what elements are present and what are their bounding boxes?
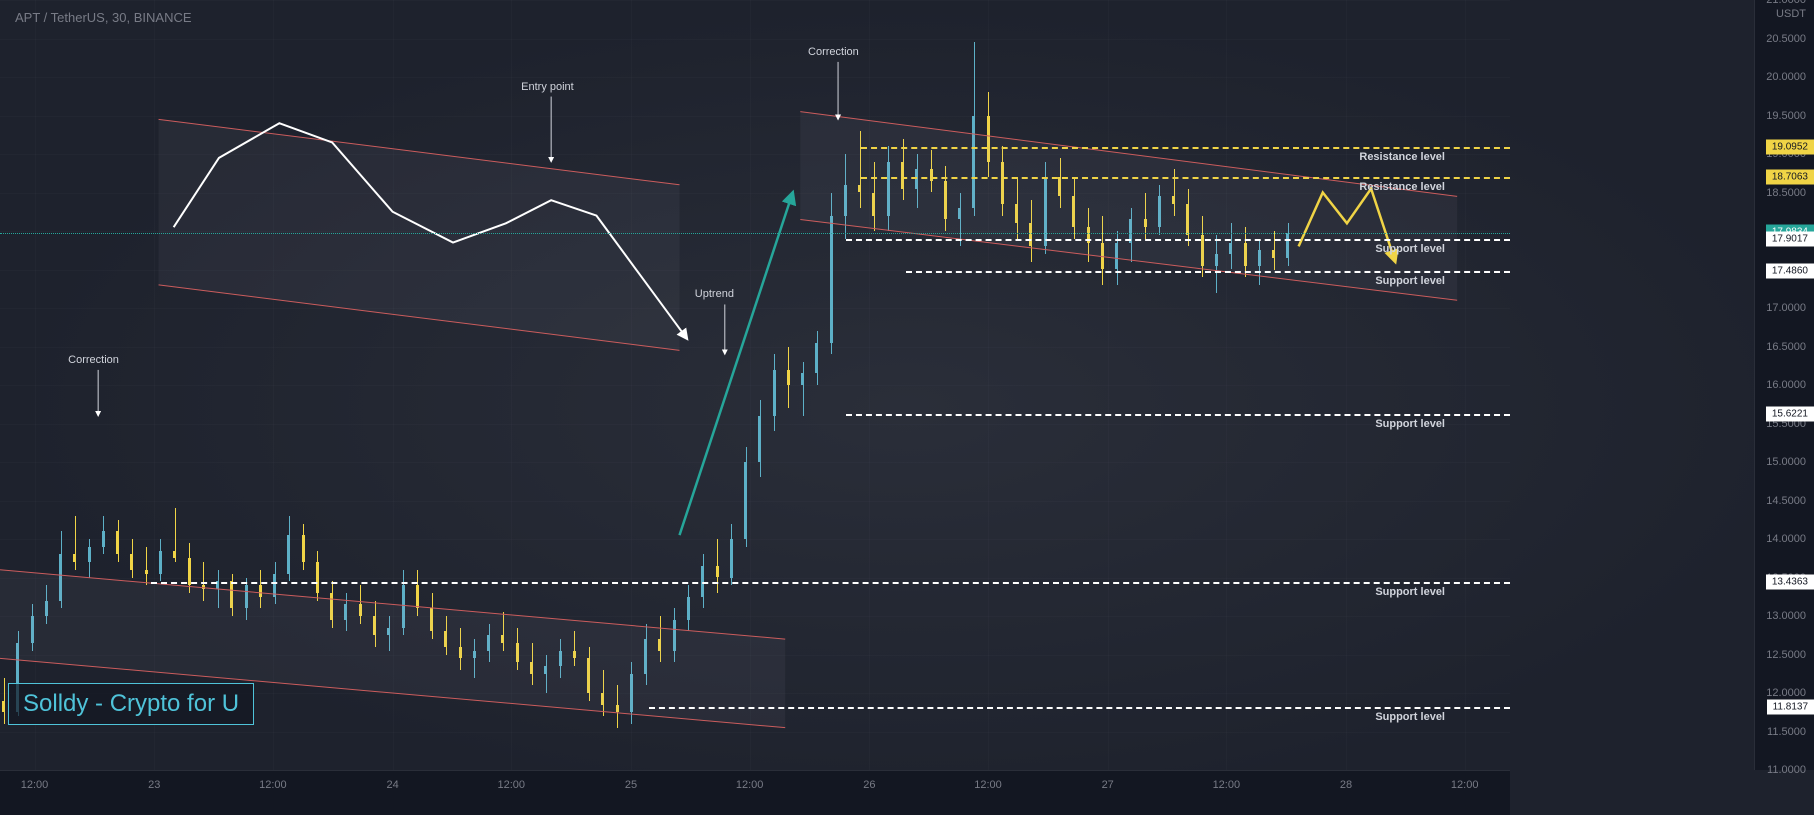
chart-area[interactable]: APT / TetherUS, 30, BINANCE Resistance l… — [0, 0, 1510, 770]
symbol-label: APT / TetherUS, 30, BINANCE — [15, 10, 192, 25]
watermark: Solldy - Crypto for U — [8, 683, 254, 725]
y-axis: USDT 11.000011.500012.000012.500013.0000… — [1754, 0, 1814, 770]
y-axis-title: USDT — [1776, 8, 1806, 20]
x-axis: 12:002312:002412:002512:002612:002712:00… — [0, 770, 1510, 815]
